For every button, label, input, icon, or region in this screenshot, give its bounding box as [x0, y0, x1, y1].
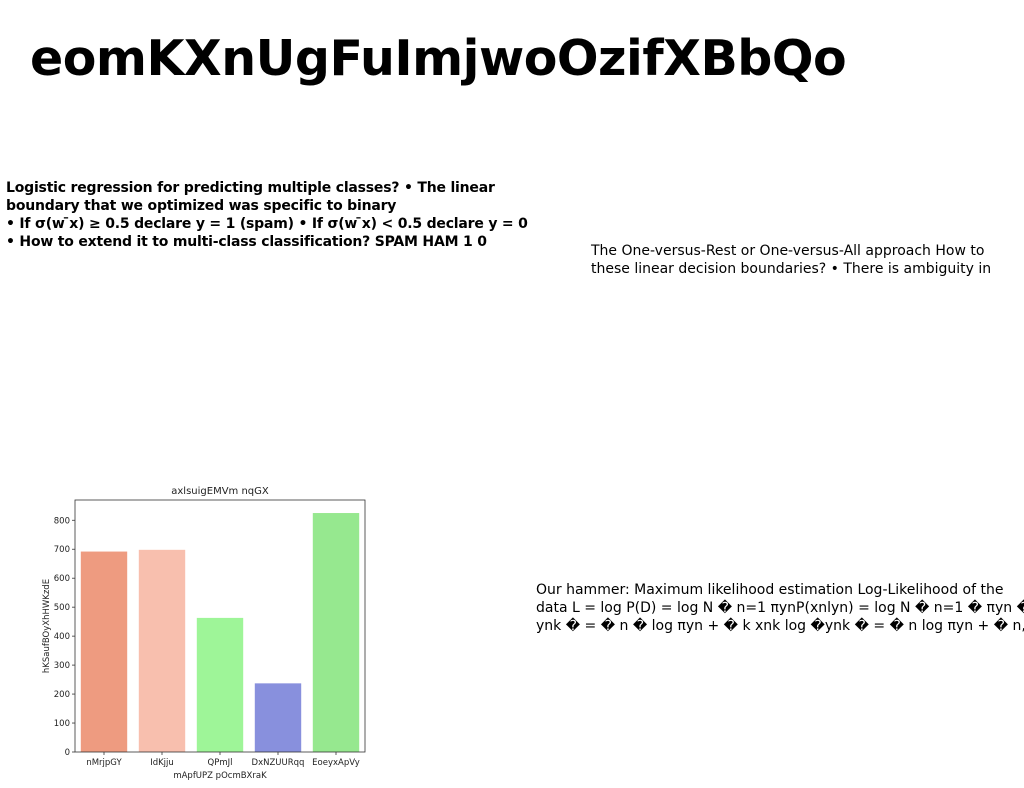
bar — [138, 549, 186, 752]
bar — [80, 551, 128, 752]
bar — [254, 683, 302, 752]
left-text-line: boundary that we optimized was specific … — [6, 198, 397, 214]
x-tick-label: QPmJl — [208, 758, 233, 768]
y-tick-label: 400 — [54, 632, 70, 642]
left-text-line: Logistic regression for predicting multi… — [6, 180, 495, 196]
page-title: eomKXnUgFuImjwoOzifXBbQo — [30, 30, 847, 87]
plot-frame — [74, 499, 366, 753]
x-tick-label: IdKjju — [150, 758, 174, 768]
y-tick-label: 300 — [54, 661, 70, 671]
x-tick-label: DxNZUURqq — [252, 758, 305, 768]
chart-ylabel: hKSaufBOyXhHWKzdE — [42, 579, 52, 673]
y-tick-label: 100 — [54, 719, 70, 729]
y-tick-label: 0 — [65, 748, 70, 758]
x-tick-label: EoeyxApVy — [312, 758, 360, 768]
plot-area: nMrjpGY IdKjju QPmJl DxNZUURqq EoeyxApVy 0 100… — [54, 499, 366, 768]
bottom-text-line: ynk � = � n � log πyn + � k xnk log �ynk… — [536, 618, 1024, 634]
y-tick-label: 200 — [54, 690, 70, 700]
right-text-block: The One-versus-Rest or One-versus-All ap… — [591, 242, 1021, 278]
left-text-line: • How to extend it to multi-class classi… — [6, 234, 487, 250]
bottom-text-line: Our hammer: Maximum likelihood estimatio… — [536, 582, 1004, 598]
y-tick-label: 800 — [54, 516, 70, 526]
chart-xlabel: mApfUPZ pOcmBXraK — [173, 771, 267, 781]
y-tick-label: 600 — [54, 574, 70, 584]
bar-chart: axlsuigEMVm nqGX mApfUPZ pOcmBXraK hKSau… — [42, 486, 366, 781]
right-text-line: The One-versus-Rest or One-versus-All ap… — [591, 243, 985, 259]
chart-title: axlsuigEMVm nqGX — [171, 486, 269, 497]
right-text-line: these linear decision boundaries? • Ther… — [591, 261, 992, 277]
bottom-text-line: data L = log P(D) = log N � n=1 πynP(xnl… — [536, 600, 1024, 616]
y-tick-label: 500 — [54, 603, 70, 613]
bottom-text-block: Our hammer: Maximum likelihood estimatio… — [536, 581, 1024, 635]
bar — [312, 513, 360, 752]
left-text-block: Logistic regression for predicting multi… — [6, 179, 554, 251]
left-text-line: • If σ(w ̄x) ≥ 0.5 declare y = 1 (spam) … — [6, 216, 528, 232]
y-tick-label: 700 — [54, 545, 70, 555]
x-tick-label: nMrjpGY — [86, 758, 122, 768]
bar — [196, 617, 244, 752]
